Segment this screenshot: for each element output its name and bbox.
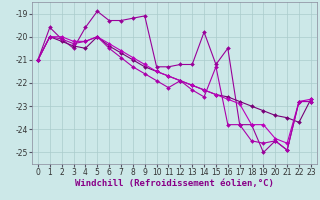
X-axis label: Windchill (Refroidissement éolien,°C): Windchill (Refroidissement éolien,°C) [75,179,274,188]
